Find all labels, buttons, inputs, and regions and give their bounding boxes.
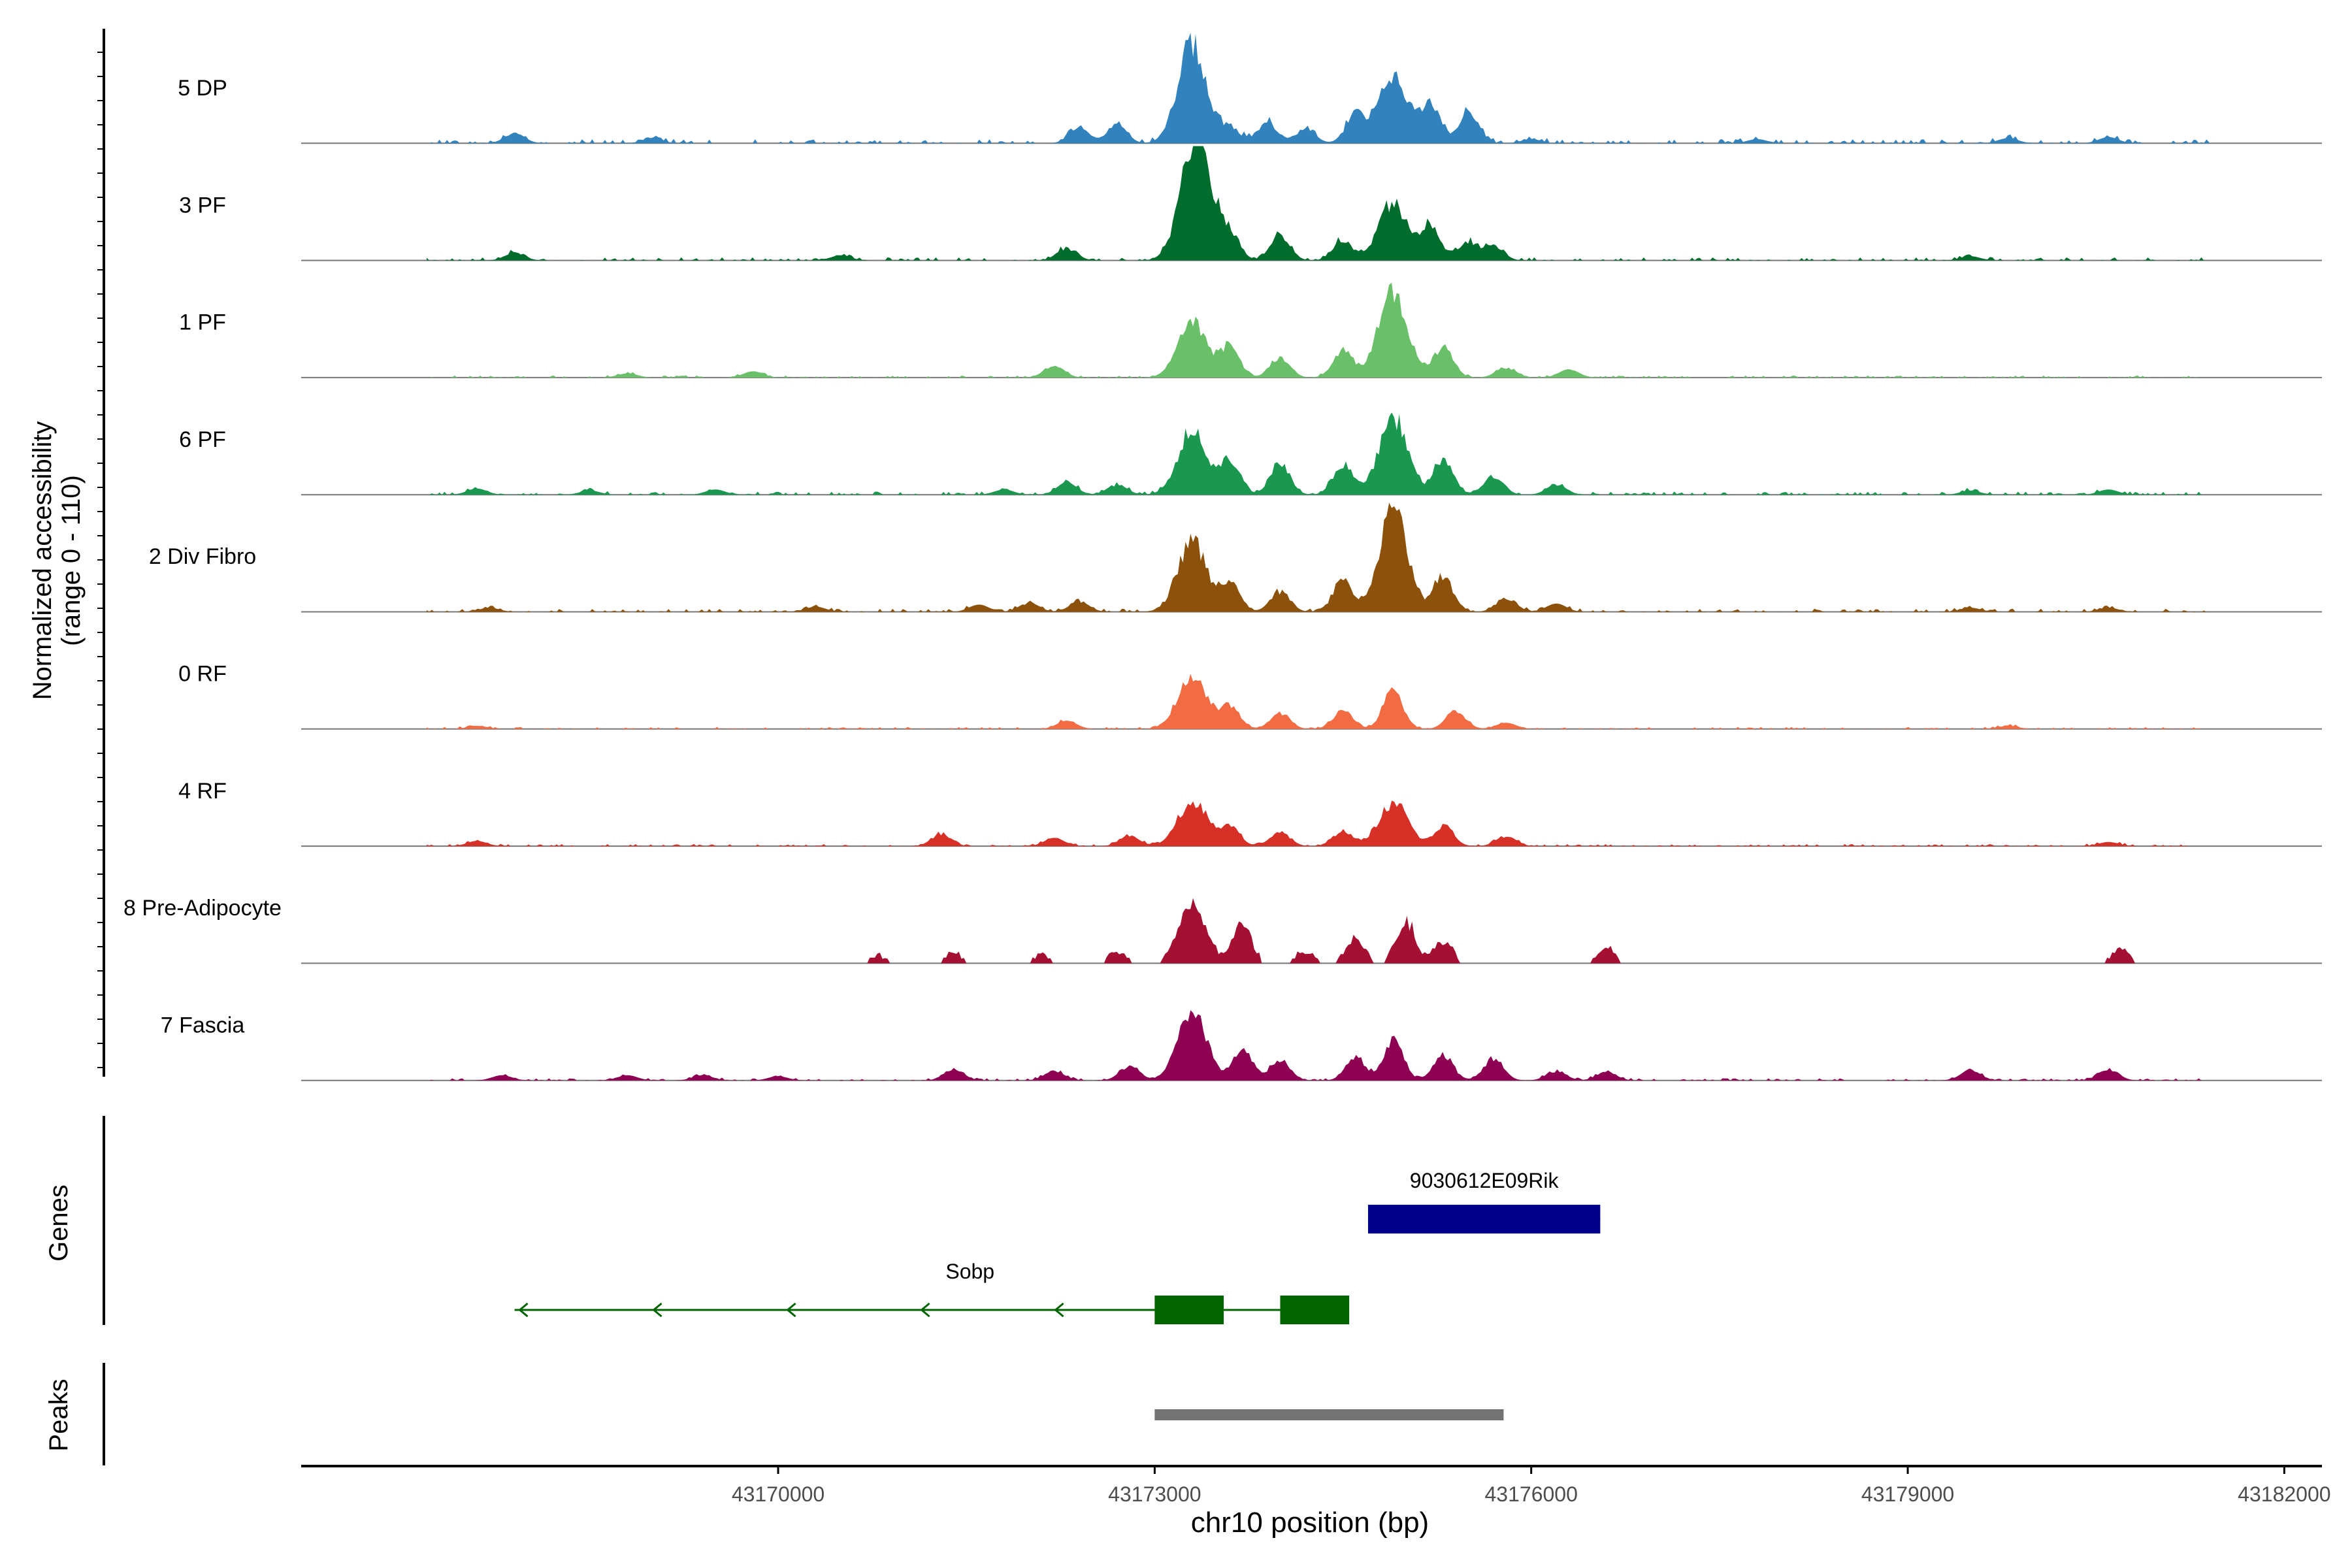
- track-label: 5 DP: [178, 76, 227, 101]
- track-8: 8 Pre-Adipocyte: [123, 896, 2322, 964]
- x-tick-label: 43176000: [1485, 1482, 1578, 1506]
- track-label: 2 Div Fibro: [149, 544, 256, 569]
- coverage-y-axis: [97, 29, 105, 1077]
- track-9: 7 Fascia: [161, 1010, 2322, 1081]
- gene-exon: [1280, 1296, 1350, 1324]
- x-axis-title: chr10 position (bp): [1191, 1507, 1429, 1539]
- track-area: [427, 412, 2210, 495]
- genes-track: 9030612E09Rik Sobp: [514, 1169, 1601, 1324]
- track-3: 1 PF: [179, 282, 2322, 378]
- x-axis: 43170000 43173000 43176000 43179000 43182000: [301, 1465, 2331, 1506]
- x-tick-label: 43173000: [1108, 1482, 1201, 1506]
- gene-exon: [1154, 1296, 1224, 1324]
- track-1: 5 DP: [178, 33, 2322, 144]
- y-axis-range-label: (range 0 - 110): [57, 475, 86, 646]
- track-area: [427, 502, 2210, 612]
- y-axis-title: Normalized accessibility: [28, 421, 57, 700]
- track-label: 7 Fascia: [161, 1013, 245, 1037]
- track-label: 1 PF: [179, 310, 226, 335]
- gene-exon: [1367, 1205, 1601, 1233]
- peaks-track: [1154, 1409, 1504, 1420]
- track-4: 6 PF: [179, 412, 2322, 496]
- track-7: 4 RF: [178, 779, 2322, 847]
- track-6: 0 RF: [178, 662, 2322, 730]
- x-tick-label: 43179000: [1861, 1482, 1954, 1506]
- gene-label: Sobp: [945, 1260, 994, 1283]
- x-tick-label: 43182000: [2238, 1482, 2330, 1506]
- x-tick-label: 43170000: [732, 1482, 825, 1506]
- gene-label: 9030612E09Rik: [1410, 1169, 1560, 1192]
- track-label: 0 RF: [178, 662, 227, 687]
- track-5: 2 Div Fibro: [149, 502, 2322, 613]
- track-area: [427, 674, 2210, 729]
- track-area: [427, 33, 2210, 144]
- genes-panel-label: Genes: [44, 1184, 73, 1262]
- peaks-panel-label: Peaks: [44, 1379, 73, 1451]
- track-area: [427, 282, 2210, 378]
- track-area: [427, 898, 2210, 964]
- strand-arrow: [518, 1302, 529, 1318]
- strand-arrow: [786, 1302, 796, 1318]
- track-label: 6 PF: [179, 427, 226, 452]
- track-area: [427, 146, 2210, 261]
- track-label: 4 RF: [178, 779, 227, 804]
- track-2: 3 PF: [179, 146, 2322, 261]
- track-label: 3 PF: [179, 193, 226, 218]
- track-area: [427, 800, 2210, 847]
- strand-arrow: [1054, 1302, 1064, 1318]
- gene-Sobp: Sobp: [514, 1260, 1350, 1324]
- strand-arrow: [920, 1302, 930, 1318]
- track-label: 8 Pre-Adipocyte: [123, 896, 282, 921]
- strand-arrow: [652, 1302, 662, 1318]
- coverage-tracks: 5 DP 3 PF 1 PF 6 PF 2 Div Fibro 0 RF 4 RF 8 Pre…: [123, 33, 2322, 1081]
- peak-region: [1154, 1409, 1504, 1420]
- track-area: [427, 1010, 2210, 1081]
- gene-9030612E09Rik: 9030612E09Rik: [1367, 1169, 1601, 1233]
